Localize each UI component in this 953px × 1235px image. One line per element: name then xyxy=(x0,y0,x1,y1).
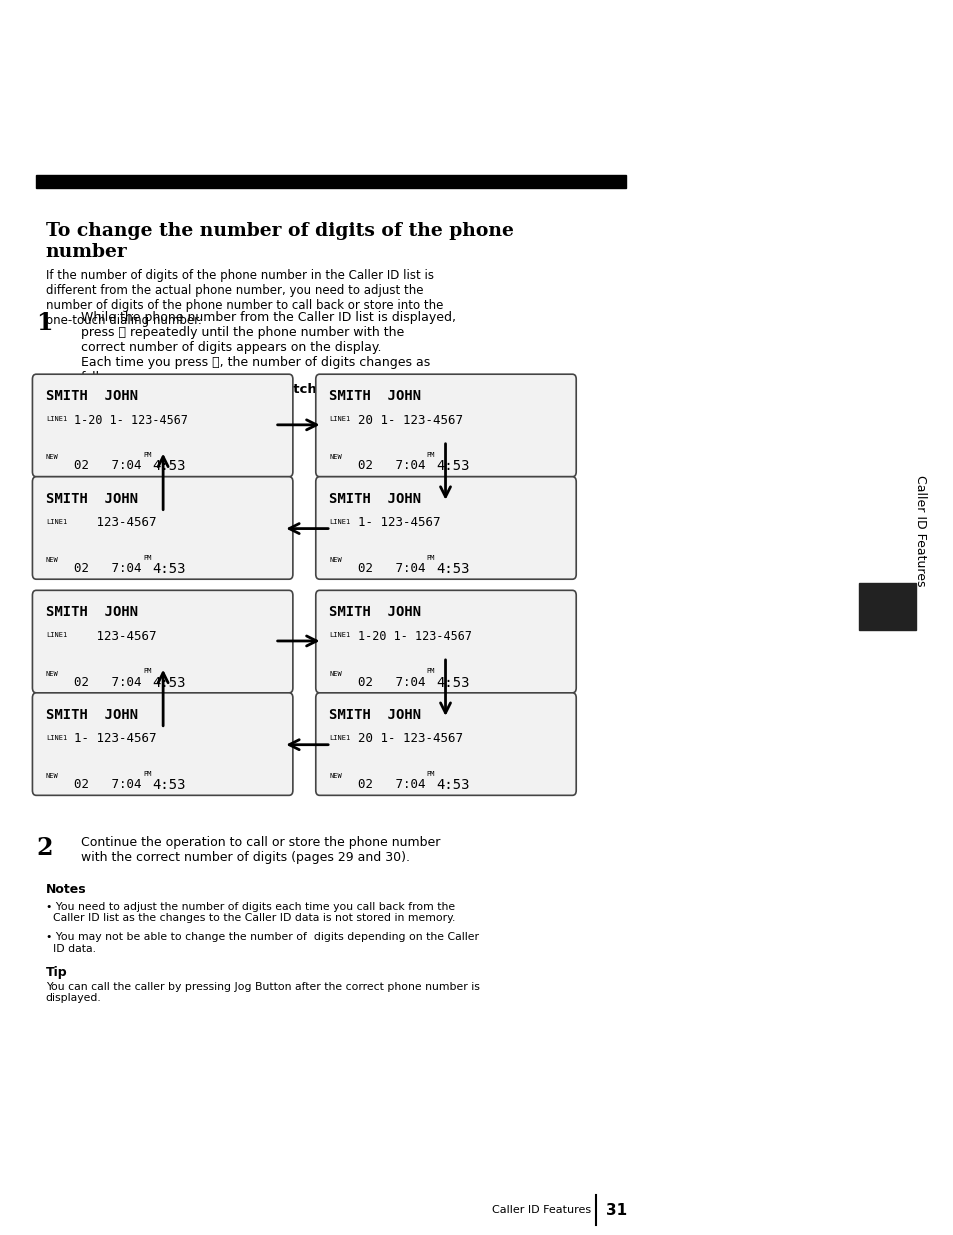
Text: SMITH  JOHN: SMITH JOHN xyxy=(329,708,421,721)
Text: While the phone number from the Caller ID list is displayed,
press ⓞ repeatedly : While the phone number from the Caller I… xyxy=(81,311,456,354)
Text: PM: PM xyxy=(426,771,435,777)
Text: • You may not be able to change the number of  digits depending on the Caller
  : • You may not be able to change the numb… xyxy=(46,932,478,953)
FancyBboxPatch shape xyxy=(32,590,293,693)
Text: 4:53: 4:53 xyxy=(436,778,469,792)
Text: 1-20 1- 123-4567: 1-20 1- 123-4567 xyxy=(74,414,188,427)
Text: 20 1- 123-4567: 20 1- 123-4567 xyxy=(357,414,462,427)
Text: 123-4567: 123-4567 xyxy=(74,630,156,643)
Text: NEW: NEW xyxy=(46,454,58,461)
Text: SMITH  JOHN: SMITH JOHN xyxy=(46,492,138,505)
Text: 02   7:04: 02 7:04 xyxy=(357,459,425,473)
Text: 02   7:04: 02 7:04 xyxy=(357,562,425,576)
Text: 4:53: 4:53 xyxy=(152,676,186,689)
Text: PM: PM xyxy=(143,668,152,674)
FancyBboxPatch shape xyxy=(32,374,293,477)
Text: LINE1: LINE1 xyxy=(329,735,350,741)
Text: SMITH  JOHN: SMITH JOHN xyxy=(46,605,138,619)
Text: 02   7:04: 02 7:04 xyxy=(74,562,142,576)
Text: LINE1: LINE1 xyxy=(329,416,350,422)
Text: 02   7:04: 02 7:04 xyxy=(74,459,142,473)
Text: NEW: NEW xyxy=(329,671,341,677)
Text: 4:53: 4:53 xyxy=(152,562,186,576)
Text: Caller ID Features: Caller ID Features xyxy=(492,1205,591,1215)
Text: 02   7:04: 02 7:04 xyxy=(74,778,142,792)
Text: 31: 31 xyxy=(605,1203,626,1218)
Text: 1: 1 xyxy=(36,311,52,335)
Text: If the number of digits of the phone number in the Caller ID list is
different f: If the number of digits of the phone num… xyxy=(46,269,443,327)
Text: NEW: NEW xyxy=(329,773,341,779)
Text: Notes: Notes xyxy=(46,883,87,897)
Bar xyxy=(858,583,915,630)
Text: LINE1: LINE1 xyxy=(329,632,350,638)
FancyBboxPatch shape xyxy=(315,693,576,795)
Text: 123-4567: 123-4567 xyxy=(74,516,156,530)
Text: NEW: NEW xyxy=(46,557,58,563)
Text: When the area code does not match: When the area code does not match xyxy=(46,383,316,396)
Text: 1- 123-4567: 1- 123-4567 xyxy=(357,516,439,530)
Text: 20 1- 123-4567: 20 1- 123-4567 xyxy=(357,732,462,746)
Text: 4:53: 4:53 xyxy=(436,459,469,473)
Text: Each time you press ⓞ, the number of digits changes as
follows.: Each time you press ⓞ, the number of dig… xyxy=(81,356,430,384)
Text: You can call the caller by pressing Jog Button after the correct phone number is: You can call the caller by pressing Jog … xyxy=(46,982,479,1003)
Text: LINE1: LINE1 xyxy=(46,632,67,638)
Text: To change the number of digits of the phone
number: To change the number of digits of the ph… xyxy=(46,222,513,261)
FancyBboxPatch shape xyxy=(315,590,576,693)
FancyBboxPatch shape xyxy=(32,477,293,579)
FancyBboxPatch shape xyxy=(32,693,293,795)
Text: 02   7:04: 02 7:04 xyxy=(357,676,425,689)
Text: SMITH  JOHN: SMITH JOHN xyxy=(329,605,421,619)
Text: 02   7:04: 02 7:04 xyxy=(74,676,142,689)
Text: PM: PM xyxy=(143,452,152,458)
Bar xyxy=(36,175,625,188)
Text: 1-20 1- 123-4567: 1-20 1- 123-4567 xyxy=(357,630,471,643)
Text: PM: PM xyxy=(426,555,435,561)
Text: SMITH  JOHN: SMITH JOHN xyxy=(46,708,138,721)
FancyBboxPatch shape xyxy=(315,477,576,579)
Text: PM: PM xyxy=(143,555,152,561)
Text: Tip: Tip xyxy=(46,966,68,979)
FancyBboxPatch shape xyxy=(315,374,576,477)
Text: • You need to adjust the number of digits each time you call back from the
  Cal: • You need to adjust the number of digit… xyxy=(46,902,455,923)
Text: 4:53: 4:53 xyxy=(436,676,469,689)
Text: LINE1: LINE1 xyxy=(329,519,350,525)
Text: LINE1: LINE1 xyxy=(46,735,67,741)
Text: NEW: NEW xyxy=(329,454,341,461)
Text: 1- 123-4567: 1- 123-4567 xyxy=(74,732,156,746)
Text: SMITH  JOHN: SMITH JOHN xyxy=(329,389,421,403)
Text: Caller ID Features: Caller ID Features xyxy=(913,475,926,587)
Text: NEW: NEW xyxy=(46,671,58,677)
Text: 02   7:04: 02 7:04 xyxy=(357,778,425,792)
Text: PM: PM xyxy=(143,771,152,777)
Text: 4:53: 4:53 xyxy=(152,459,186,473)
Text: NEW: NEW xyxy=(329,557,341,563)
Text: Continue the operation to call or store the phone number
with the correct number: Continue the operation to call or store … xyxy=(81,836,440,864)
Text: SMITH  JOHN: SMITH JOHN xyxy=(329,492,421,505)
Text: 4:53: 4:53 xyxy=(152,778,186,792)
Text: LINE1: LINE1 xyxy=(46,416,67,422)
Text: When the area code matches: When the area code matches xyxy=(46,595,263,609)
Text: PM: PM xyxy=(426,452,435,458)
Text: 2: 2 xyxy=(36,836,52,860)
Text: PM: PM xyxy=(426,668,435,674)
Text: LINE1: LINE1 xyxy=(46,519,67,525)
Text: 4:53: 4:53 xyxy=(436,562,469,576)
Text: SMITH  JOHN: SMITH JOHN xyxy=(46,389,138,403)
Text: NEW: NEW xyxy=(46,773,58,779)
